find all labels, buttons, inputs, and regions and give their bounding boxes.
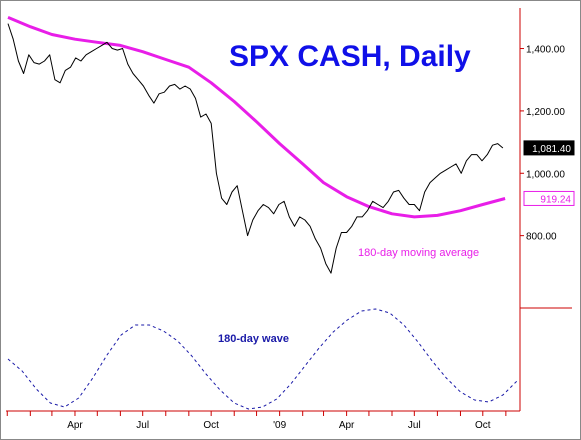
- price-tag-box: [523, 140, 575, 156]
- price-tags: 1,081.40 919.24: [523, 140, 575, 206]
- x-tick-label: Jul: [408, 420, 421, 431]
- price-tag-label: 1,081.40: [532, 144, 571, 155]
- y-tick-label: 1,200.00: [526, 107, 565, 118]
- series-layer: [7, 16, 518, 410]
- wave-annotation: 180-day wave: [218, 333, 289, 345]
- x-tick-label: Oct: [203, 420, 219, 431]
- x-tick-label: Apr: [339, 420, 355, 431]
- moving-average-series-line: [7, 16, 506, 219]
- price-tag-box: [523, 190, 575, 206]
- y-tick-label: 800.00: [526, 232, 557, 243]
- y-tick-label: 1,400.00: [526, 45, 565, 56]
- y-tick-label: 1,000.00: [526, 169, 565, 180]
- x-tick-label: Oct: [475, 420, 491, 431]
- price-tag-label: 919.24: [540, 194, 571, 205]
- y-axis-ticks: 800.00 1,000.00 1,200.00 1,400.00: [520, 45, 565, 243]
- x-tick-label: Apr: [67, 420, 83, 431]
- x-tick-label: Jul: [136, 420, 149, 431]
- moving-average-annotation: 180-day moving average: [358, 247, 479, 259]
- price-series-line: [7, 23, 504, 274]
- x-axis-ticks: Apr Jul Oct '09 Apr Jul Oct: [6, 411, 507, 431]
- chart-title: SPX CASH, Daily: [229, 40, 471, 73]
- x-tick-label: '09: [273, 420, 286, 431]
